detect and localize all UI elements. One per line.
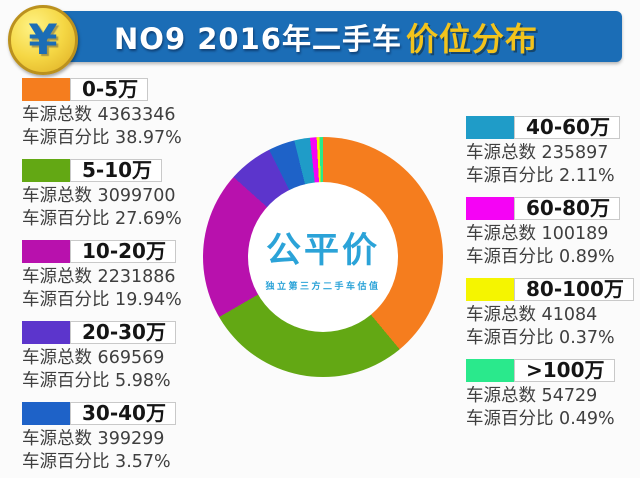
legend-item: >100万车源总数 54729 车源百分比 0.49% xyxy=(466,359,638,431)
legend-total: 车源总数 3099700 xyxy=(22,186,176,206)
legend-label: 40-60万 xyxy=(514,116,620,139)
legend-left-column: 0-5万车源总数 4363346 车源百分比 38.97% 5-10万车源总数 30… xyxy=(22,78,212,478)
donut-chart: 公平价 独立第三方二手车估值 xyxy=(203,137,443,377)
legend-swatch xyxy=(22,402,70,425)
legend-percent: 车源百分比 19.94% xyxy=(22,290,182,310)
legend-item: 40-60万车源总数 235897 车源百分比 2.11% xyxy=(466,116,638,188)
legend-swatch-row: >100万 xyxy=(466,359,638,382)
legend-swatch xyxy=(466,197,514,220)
legend-total: 车源总数 2231886 xyxy=(22,267,176,287)
legend-total: 车源总数 100189 xyxy=(466,224,609,244)
legend-swatch-row: 5-10万 xyxy=(22,159,212,182)
legend-right-column: 40-60万车源总数 235897 车源百分比 2.11% 60-80万车源总数 1… xyxy=(466,116,638,440)
legend-label: 20-30万 xyxy=(70,321,176,344)
legend-swatch xyxy=(22,240,70,263)
brand-logo: 公平价 xyxy=(265,231,380,271)
legend-swatch xyxy=(22,321,70,344)
legend-swatch xyxy=(22,159,70,182)
legend-swatch xyxy=(466,359,514,382)
header-bar: NO9 2016年二手车 价位分布 xyxy=(30,11,622,62)
legend-swatch-row: 40-60万 xyxy=(466,116,638,139)
legend-swatch xyxy=(22,78,70,101)
legend-percent: 车源百分比 2.11% xyxy=(466,166,615,186)
legend-percent: 车源百分比 3.57% xyxy=(22,452,171,472)
legend-item: 10-20万车源总数 2231886 车源百分比 19.94% xyxy=(22,240,212,312)
legend-item: 30-40万车源总数 399299 车源百分比 3.57% xyxy=(22,402,212,474)
legend-item: 5-10万车源总数 3099700 车源百分比 27.69% xyxy=(22,159,212,231)
legend-swatch-row: 30-40万 xyxy=(22,402,212,425)
legend-item: 60-80万车源总数 100189 车源百分比 0.89% xyxy=(466,197,638,269)
legend-total: 车源总数 399299 xyxy=(22,429,165,449)
page-title: NO9 2016年二手车 xyxy=(114,21,402,56)
legend-swatch-row: 60-80万 xyxy=(466,197,638,220)
legend-item: 80-100万车源总数 41084 车源百分比 0.37% xyxy=(466,278,638,350)
legend-swatch xyxy=(466,116,514,139)
legend-percent: 车源百分比 5.98% xyxy=(22,371,171,391)
legend-label: 60-80万 xyxy=(514,197,620,220)
legend-swatch-row: 10-20万 xyxy=(22,240,212,263)
legend-percent: 车源百分比 27.69% xyxy=(22,209,182,229)
yuan-symbol-icon: ¥ xyxy=(28,15,58,64)
legend-percent: 车源百分比 0.89% xyxy=(466,247,615,267)
legend-item: 0-5万车源总数 4363346 车源百分比 38.97% xyxy=(22,78,212,150)
legend-swatch-row: 0-5万 xyxy=(22,78,212,101)
coin-icon: ¥ xyxy=(8,5,78,75)
legend-swatch-row: 80-100万 xyxy=(466,278,638,301)
legend-swatch xyxy=(466,278,514,301)
legend-label: 10-20万 xyxy=(70,240,176,263)
legend-swatch-row: 20-30万 xyxy=(22,321,212,344)
legend-label: 30-40万 xyxy=(70,402,176,425)
legend-total: 车源总数 41084 xyxy=(466,305,598,325)
legend-label: >100万 xyxy=(514,359,615,382)
legend-total: 车源总数 235897 xyxy=(466,143,609,163)
legend-total: 车源总数 54729 xyxy=(466,386,598,406)
legend-label: 5-10万 xyxy=(70,159,163,182)
legend-percent: 车源百分比 0.49% xyxy=(466,409,615,429)
legend-label: 0-5万 xyxy=(70,78,149,101)
legend-percent: 车源百分比 0.37% xyxy=(466,328,615,348)
legend-percent: 车源百分比 38.97% xyxy=(22,128,182,148)
page-title-highlight: 价位分布 xyxy=(405,19,538,58)
legend-item: 20-30万车源总数 669569 车源百分比 5.98% xyxy=(22,321,212,393)
legend-total: 车源总数 669569 xyxy=(22,348,165,368)
legend-label: 80-100万 xyxy=(514,278,634,301)
donut-hole: 公平价 独立第三方二手车估值 xyxy=(248,182,398,332)
brand-tagline: 独立第三方二手车估值 xyxy=(265,282,381,292)
legend-total: 车源总数 4363346 xyxy=(22,105,176,125)
